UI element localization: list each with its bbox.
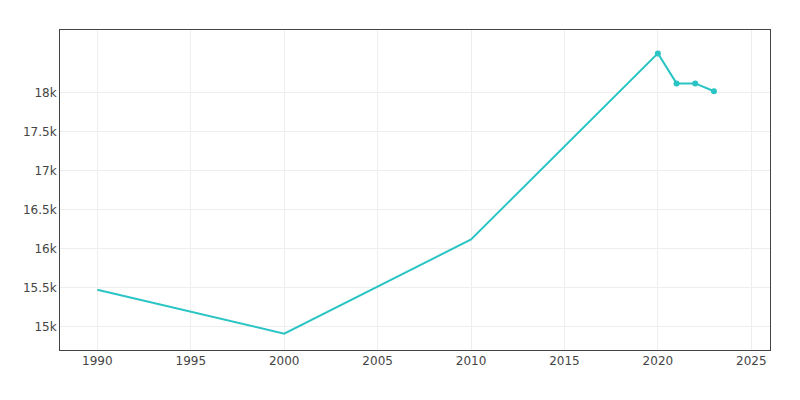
svg-text:2025: 2025 [736, 354, 767, 368]
svg-text:1990: 1990 [82, 354, 113, 368]
svg-text:15.5k: 15.5k [23, 281, 57, 295]
svg-text:15k: 15k [34, 320, 56, 334]
svg-text:17.5k: 17.5k [23, 125, 57, 139]
svg-text:18k: 18k [34, 86, 56, 100]
svg-text:17k: 17k [34, 164, 56, 178]
svg-text:2005: 2005 [362, 354, 393, 368]
svg-text:2010: 2010 [456, 354, 487, 368]
svg-text:16.5k: 16.5k [23, 203, 57, 217]
svg-text:16k: 16k [34, 242, 56, 256]
svg-text:2015: 2015 [549, 354, 580, 368]
svg-text:2020: 2020 [643, 354, 674, 368]
svg-text:2000: 2000 [269, 354, 300, 368]
svg-text:1995: 1995 [176, 354, 207, 368]
